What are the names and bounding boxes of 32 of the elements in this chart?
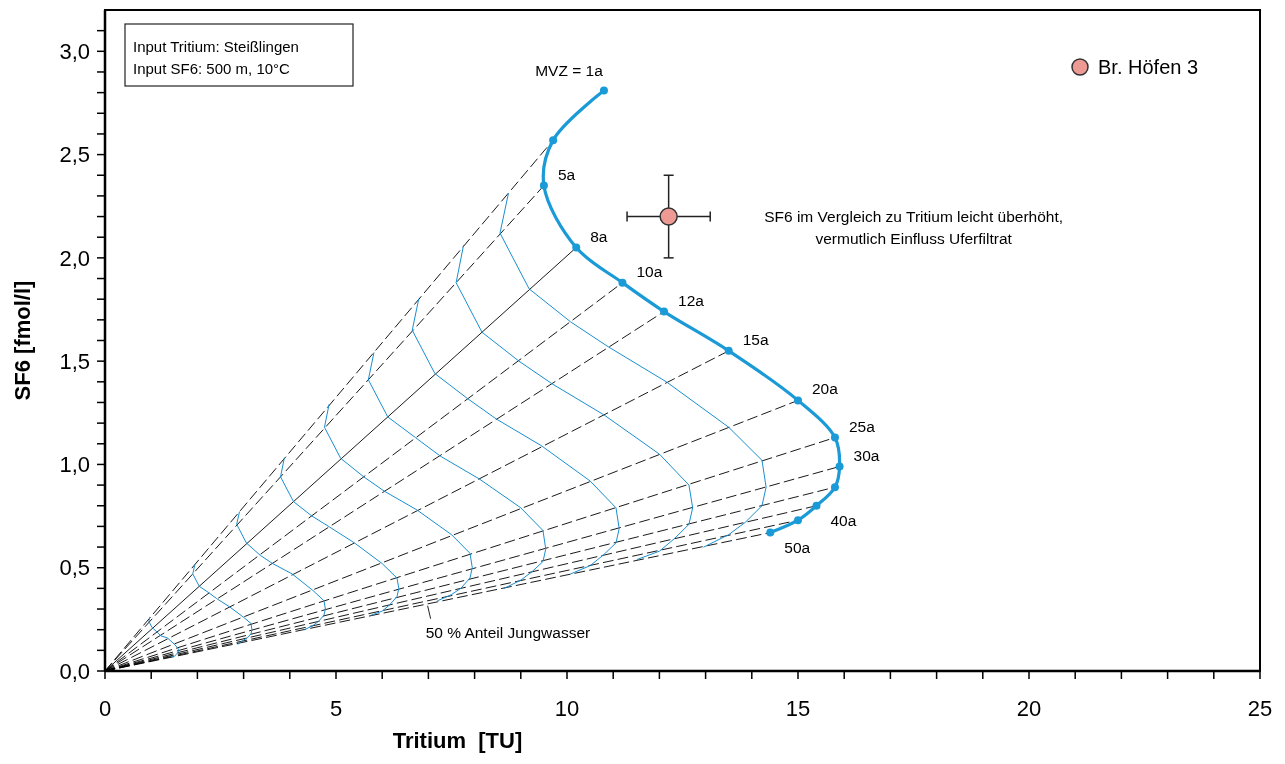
annotation: Input SF6: 500 m, 10°C xyxy=(133,60,291,77)
annotation: 10a xyxy=(636,262,663,280)
annotation: vermutlich Einfluss Uferfiltrat xyxy=(815,229,1013,247)
x-tick-label: 25 xyxy=(1247,696,1273,721)
x-axis-title: Tritium [TU] xyxy=(392,728,523,753)
x-tick-label: 15 xyxy=(785,696,811,721)
annotation: 8a xyxy=(590,227,608,245)
annotation: 20a xyxy=(812,380,839,398)
x-tick-label: 0 xyxy=(98,696,112,721)
annotation: SF6 im Vergleich zu Tritium leicht überhöht, xyxy=(764,207,1064,225)
y-axis-title: SF6 [fmol/l] xyxy=(10,280,35,401)
legend-label: Br. Höfen 3 xyxy=(1098,56,1199,78)
annotation: 30a xyxy=(853,446,880,464)
annotation: 15a xyxy=(742,330,769,348)
x-tick-label: 10 xyxy=(554,696,580,721)
annotation: MVZ = 1a xyxy=(535,61,604,79)
annotation: 5a xyxy=(557,165,576,183)
y-tick-label: 0,0 xyxy=(59,658,90,684)
x-tick-label: 5 xyxy=(329,696,343,721)
y-tick-label: 0,5 xyxy=(59,555,90,581)
x-tick-label: 20 xyxy=(1016,696,1042,721)
annotation: 50 % Anteil Jungwasser xyxy=(425,623,591,641)
annotation: 50a xyxy=(784,538,811,556)
y-tick-label: 1,5 xyxy=(59,348,90,374)
y-tick-label: 2,5 xyxy=(59,142,90,168)
annotation: 40a xyxy=(830,511,857,529)
annotation: 25a xyxy=(848,417,876,435)
annotation: Input Tritium: Steißlingen xyxy=(133,38,299,55)
y-tick-label: 3,0 xyxy=(59,39,90,65)
annotation: 12a xyxy=(678,291,705,309)
y-tick-label: 2,0 xyxy=(59,245,90,271)
y-tick-label: 1,0 xyxy=(59,452,90,478)
